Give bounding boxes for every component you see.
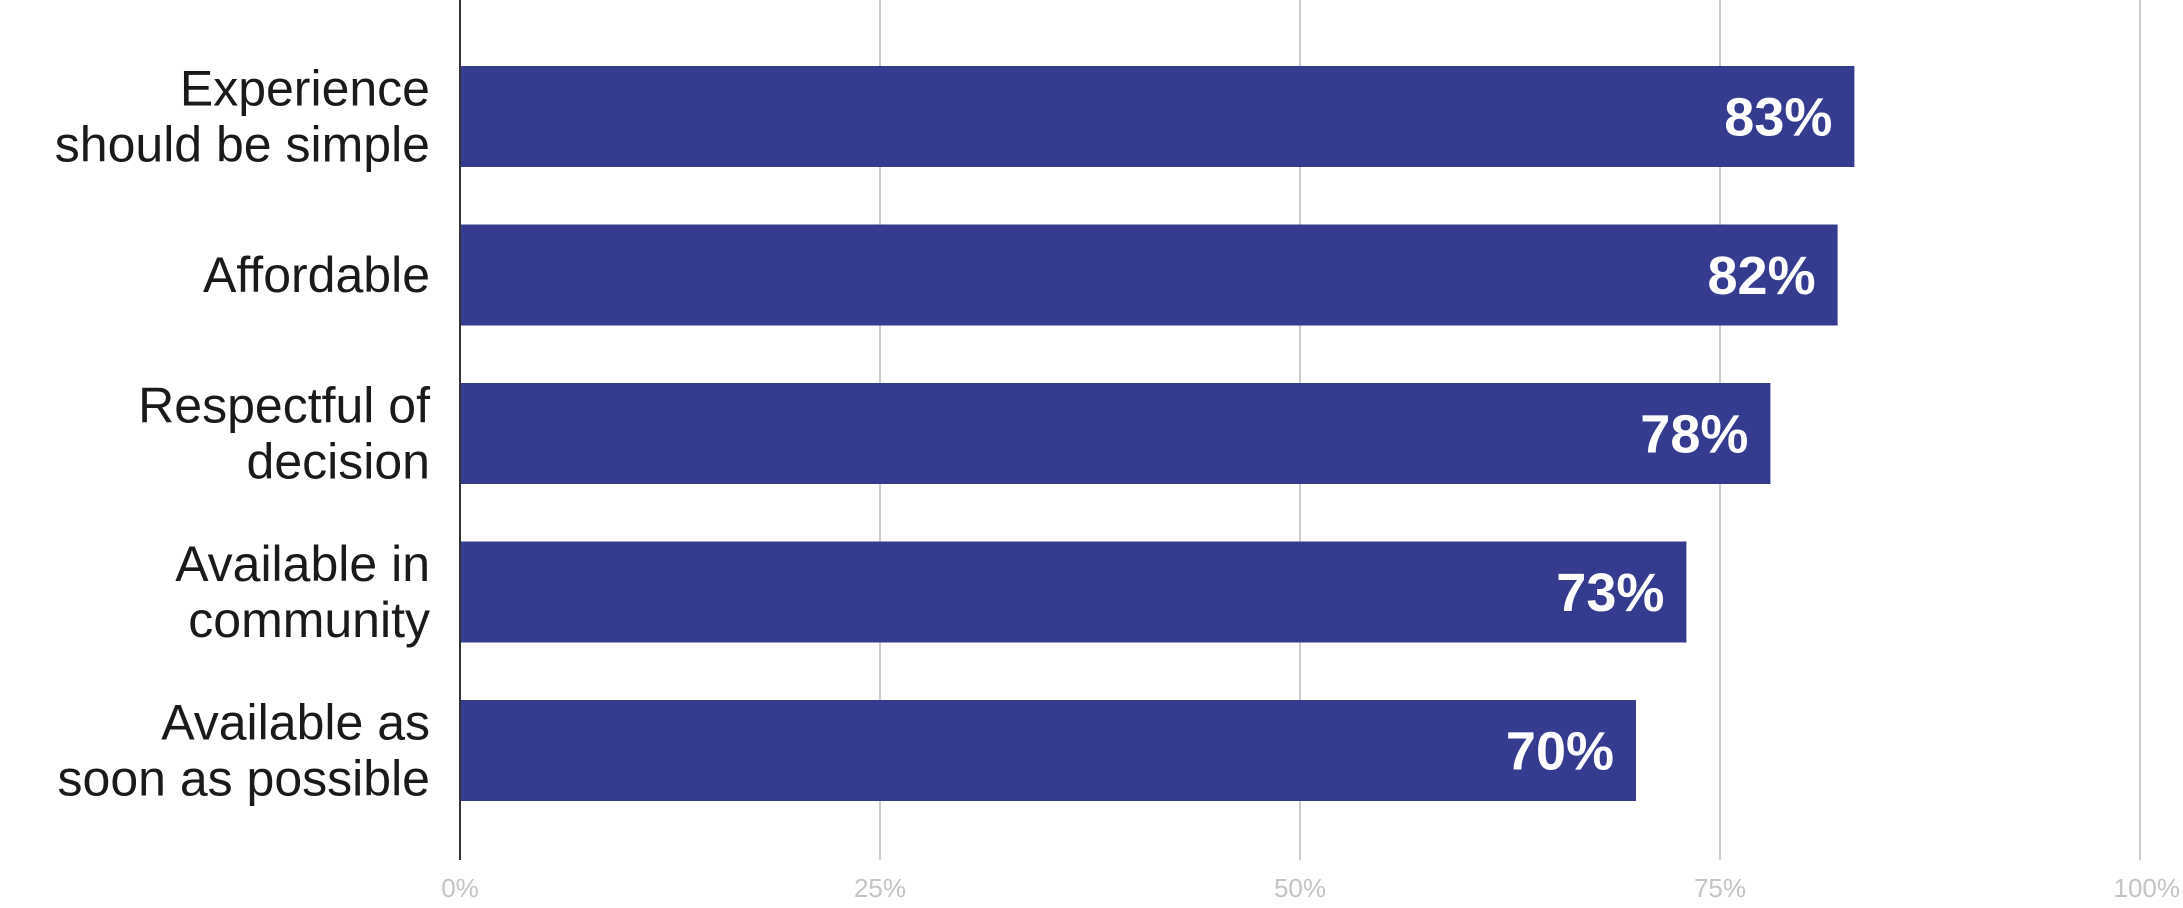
x-tick-label-25: 25% [854, 873, 906, 903]
value-label-0: 83% [1724, 88, 1832, 148]
category-label-line: Available as [161, 695, 430, 751]
bar-4 [460, 700, 1636, 801]
category-label-line: Affordable [203, 247, 430, 303]
category-label-line: Experience [180, 61, 430, 117]
category-label-4: Available as soon as possible [58, 695, 430, 807]
value-label-2: 78% [1640, 405, 1748, 465]
x-tick-label-50: 50% [1274, 873, 1326, 903]
bar-1 [460, 224, 1838, 326]
category-labels: Experience should be simple Affordable Resp… [55, 61, 430, 807]
bar-0 [460, 66, 1855, 167]
x-tick-label-100: 100% [2114, 873, 2181, 903]
category-label-1: Affordable [203, 247, 430, 303]
bar-2 [460, 383, 1771, 484]
category-label-line: Available in [175, 536, 430, 592]
value-label-4: 70% [1506, 722, 1614, 782]
x-tick-label-0: 0% [441, 873, 479, 903]
category-label-line: decision [247, 434, 430, 490]
bar-3 [460, 541, 1687, 643]
value-label-3: 73% [1556, 563, 1664, 623]
category-label-line: should be simple [55, 117, 430, 173]
category-label-line: community [188, 592, 430, 648]
category-label-line: soon as possible [58, 751, 430, 807]
category-label-line: Respectful of [138, 378, 430, 434]
value-label-1: 82% [1708, 246, 1816, 306]
category-label-2: Respectful of decision [138, 378, 430, 490]
category-label-0: Experience should be simple [55, 61, 430, 173]
value-labels: 83% 82% 78% 73% 70% [1506, 88, 1832, 782]
bars [460, 66, 1855, 801]
x-tick-label-75: 75% [1694, 873, 1746, 903]
category-label-3: Available in community [175, 536, 430, 648]
x-tick-labels: 0% 25% 50% 75% 100% [441, 873, 2180, 903]
